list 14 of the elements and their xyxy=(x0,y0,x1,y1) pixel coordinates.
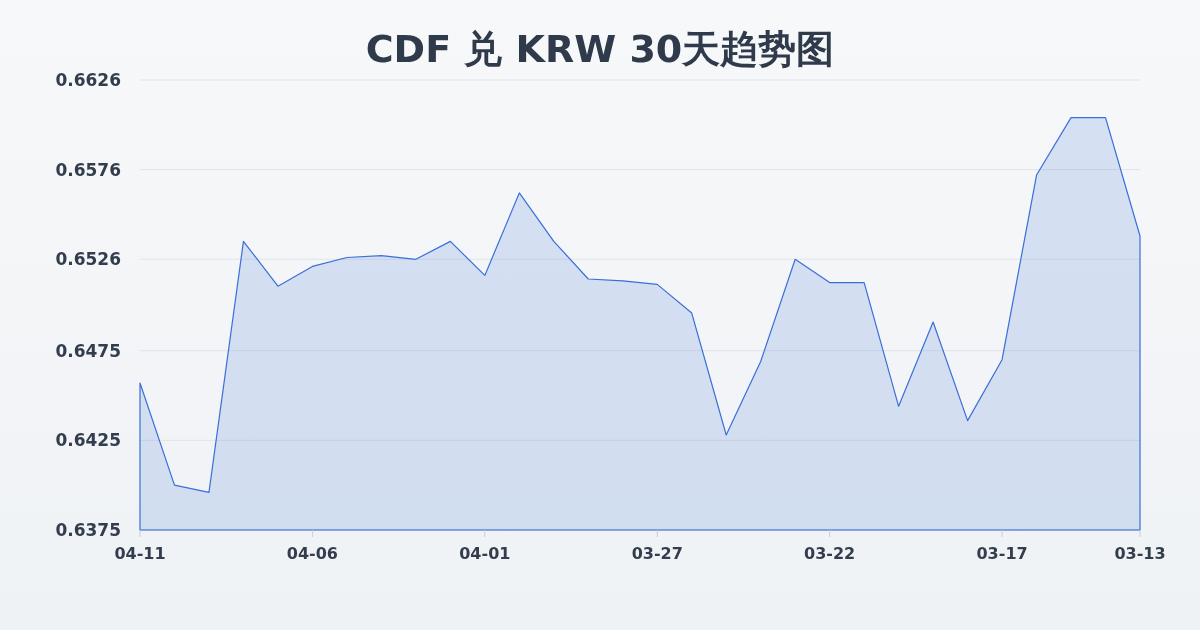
x-tick-label: 04-01 xyxy=(459,544,511,563)
x-tick-label: 03-22 xyxy=(804,544,856,563)
y-tick-label: 0.6375 xyxy=(55,519,121,540)
y-tick-label: 0.6526 xyxy=(55,249,121,270)
y-tick-label: 0.6576 xyxy=(55,159,121,180)
x-tick-label: 03-27 xyxy=(631,544,683,563)
chart-title: CDF 兑 KRW 30天趋势图 xyxy=(365,27,835,71)
y-tick-label: 0.6475 xyxy=(55,340,121,361)
x-tick-label: 04-11 xyxy=(114,544,166,563)
x-tick-label: 03-17 xyxy=(976,544,1028,563)
y-tick-label: 0.6626 xyxy=(55,69,121,90)
x-tick-label: 03-13 xyxy=(1114,544,1166,563)
y-tick-label: 0.6425 xyxy=(55,430,121,451)
x-tick-label: 04-06 xyxy=(286,544,338,563)
